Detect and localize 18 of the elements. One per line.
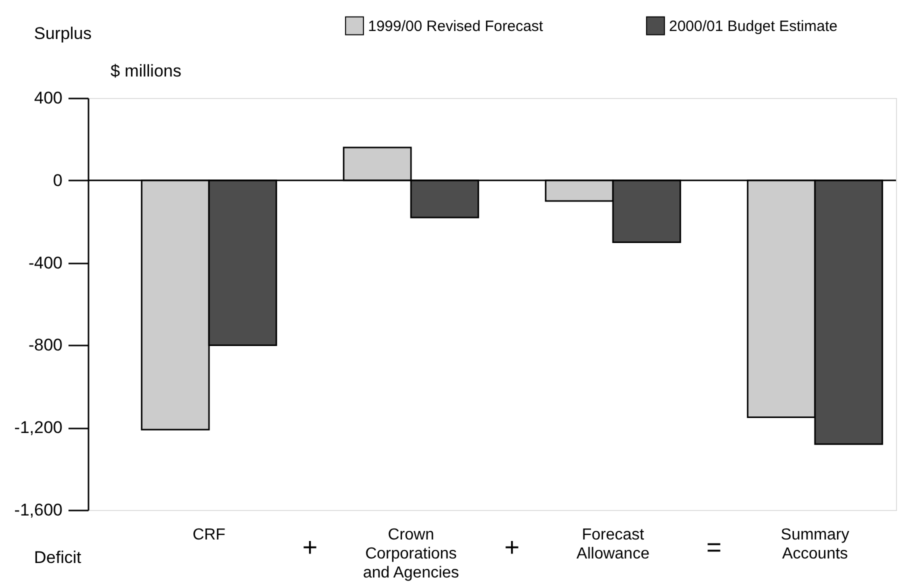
text: +	[504, 532, 520, 562]
y-tick-label: -1,200	[14, 418, 62, 438]
text: =	[706, 532, 722, 562]
y-tick-label: 400	[34, 88, 62, 108]
text: Deficit	[34, 548, 82, 567]
text: +	[302, 532, 318, 562]
legend-label: 2000/01 Budget Estimate	[669, 18, 838, 35]
y-tick-label: -400	[28, 253, 62, 272]
y-axis-title: $ millions	[110, 62, 182, 80]
x-tick-label: CRF	[192, 526, 226, 544]
y-tick-label: 0	[53, 170, 62, 190]
y-tick-label: -1,600	[14, 500, 62, 520]
x-tick-label: Forecast Allowance	[576, 526, 650, 562]
x-tick-label: Crown Corporations and Agencies	[362, 526, 460, 582]
y-tick-label: -800	[28, 336, 62, 355]
x-tick-label: Summary Accounts	[780, 526, 850, 562]
text: Surplus	[34, 24, 92, 43]
legend-label: 1999/00 Revised Forecast	[368, 18, 544, 35]
